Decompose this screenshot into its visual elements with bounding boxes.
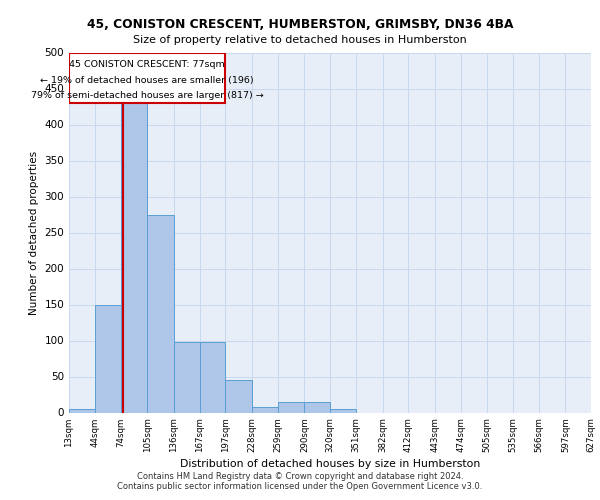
Bar [278, 402, 304, 412]
Y-axis label: Number of detached properties: Number of detached properties [29, 150, 39, 314]
Text: ← 19% of detached houses are smaller (196): ← 19% of detached houses are smaller (19… [40, 76, 254, 84]
Bar [226, 380, 252, 412]
Bar [330, 409, 356, 412]
Bar [173, 342, 200, 412]
Bar [69, 52, 226, 103]
Text: Contains public sector information licensed under the Open Government Licence v3: Contains public sector information licen… [118, 482, 482, 491]
Bar [304, 402, 330, 412]
Bar [200, 342, 226, 412]
Bar [95, 304, 121, 412]
Bar [147, 214, 173, 412]
Text: 45, CONISTON CRESCENT, HUMBERSTON, GRIMSBY, DN36 4BA: 45, CONISTON CRESCENT, HUMBERSTON, GRIMS… [87, 18, 513, 30]
Bar [69, 409, 95, 412]
Text: Contains HM Land Registry data © Crown copyright and database right 2024.: Contains HM Land Registry data © Crown c… [137, 472, 463, 481]
Text: 45 CONISTON CRESCENT: 77sqm: 45 CONISTON CRESCENT: 77sqm [70, 60, 225, 68]
Bar [121, 82, 147, 412]
Text: 79% of semi-detached houses are larger (817) →: 79% of semi-detached houses are larger (… [31, 92, 263, 100]
Text: Size of property relative to detached houses in Humberston: Size of property relative to detached ho… [133, 35, 467, 45]
X-axis label: Distribution of detached houses by size in Humberston: Distribution of detached houses by size … [180, 459, 480, 469]
Bar [252, 406, 278, 412]
